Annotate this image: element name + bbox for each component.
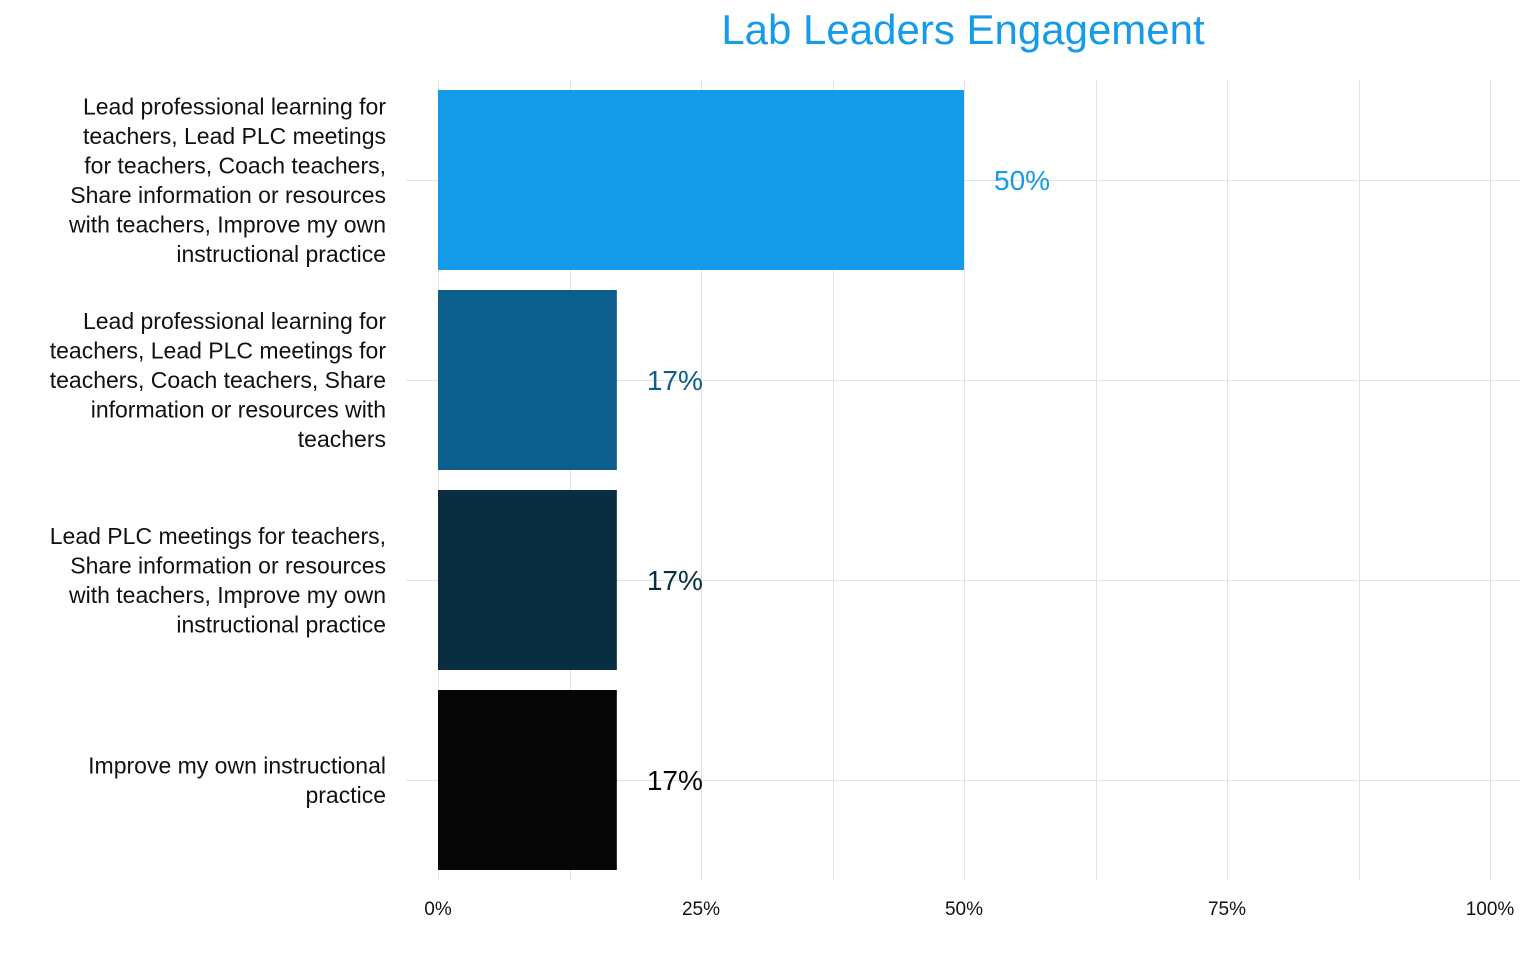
value-labels: 50% 17% 17% 17%	[647, 165, 1050, 796]
x-tick-label: 0%	[424, 899, 452, 920]
x-axis-ticks: 0% 25% 50% 75% 100%	[424, 899, 1514, 920]
x-tick-label: 50%	[945, 899, 983, 920]
x-tick-label: 25%	[682, 899, 720, 920]
bar	[438, 90, 964, 270]
bar	[438, 690, 617, 870]
category-label: Lead PLC meetings for teachers, Share inf…	[50, 523, 386, 638]
category-labels: Lead professional learning for teachers, …	[50, 93, 387, 808]
category-label: Lead professional learning for teachers, …	[50, 308, 387, 452]
value-label: 17%	[647, 765, 703, 796]
bar	[438, 290, 617, 470]
value-label: 17%	[647, 365, 703, 396]
value-label: 17%	[647, 565, 703, 596]
chart-title: Lab Leaders Engagement	[721, 6, 1205, 53]
value-label: 50%	[994, 165, 1050, 196]
bar	[438, 490, 617, 670]
bars	[438, 90, 964, 870]
x-tick-label: 75%	[1208, 899, 1246, 920]
category-label: Improve my own instructional practice	[88, 752, 386, 808]
x-tick-label: 100%	[1466, 899, 1515, 920]
category-label: Lead professional learning for teachers, …	[68, 93, 386, 267]
